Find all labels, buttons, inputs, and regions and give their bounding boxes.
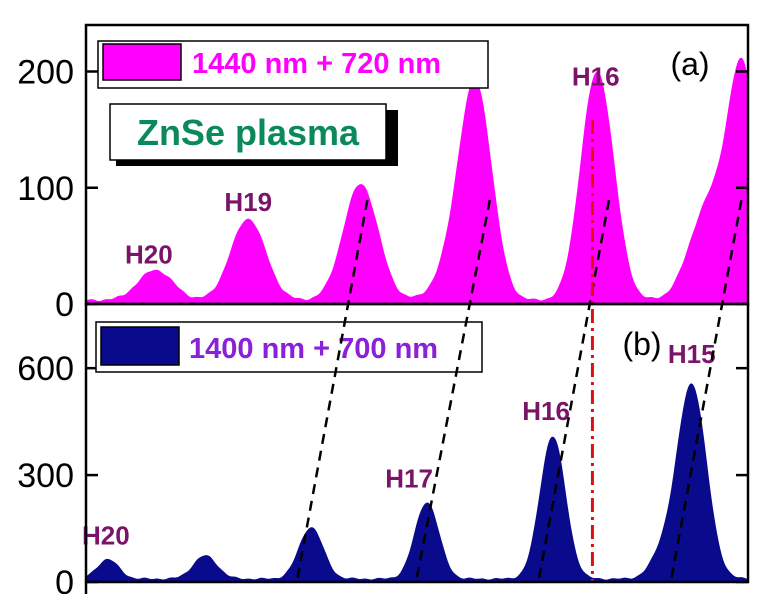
y-tick-label: 600	[17, 350, 74, 388]
panel-b: 0 300 600 H20 H17 H16 H15 (b) 1400 nm + 700 n…	[17, 321, 748, 594]
y-tick-label: 100	[17, 170, 74, 208]
y-tick-label: 0	[55, 286, 74, 324]
harmonic-label: H15	[668, 339, 716, 369]
harmonic-label: H20	[125, 239, 173, 269]
plot-frame-b	[84, 302, 750, 584]
sample-label: ZnSe plasma	[137, 112, 360, 153]
harmonic-label: H19	[224, 187, 272, 217]
guide-lines	[295, 120, 743, 582]
legend-label-b: 1400 nm + 700 nm	[189, 333, 438, 365]
legend-swatch-b	[100, 326, 180, 366]
harmonic-labels-a: H20 H19 H16	[125, 61, 620, 269]
series-area-a	[86, 57, 748, 304]
y-tick-label: 0	[55, 564, 74, 594]
harmonic-label: H16	[572, 61, 620, 91]
sample-label-frame	[109, 103, 387, 161]
y-axis-ticks-b: 0 300 600	[17, 350, 748, 594]
harmonic-label: H17	[385, 464, 433, 494]
panel-label-a: (a)	[670, 46, 709, 82]
sample-label-box: ZnSe plasma	[109, 103, 398, 166]
panel-label-b: (b)	[622, 326, 661, 362]
series-area-b	[86, 383, 748, 582]
y-tick-label: 200	[17, 54, 74, 92]
legend-b: 1400 nm + 700 nm	[95, 321, 483, 373]
harmonic-label: H20	[82, 521, 130, 551]
legend-label-a: 1440 nm + 720 nm	[192, 48, 441, 80]
harmonic-labels-b: H20 H17 H16 H15	[82, 339, 716, 551]
dashed-guide-line	[295, 199, 369, 582]
legend-swatch-a	[102, 43, 182, 81]
legend-a: 1440 nm + 720 nm	[97, 40, 489, 89]
y-tick-label: 300	[17, 457, 74, 495]
y-axis-ticks-a: 0 100 200	[17, 54, 748, 324]
harmonic-label: H16	[522, 396, 570, 426]
panel-a: 0 100 200 H20 H19 H16 (a) 1440 nm + 720 nm Z…	[17, 40, 748, 324]
